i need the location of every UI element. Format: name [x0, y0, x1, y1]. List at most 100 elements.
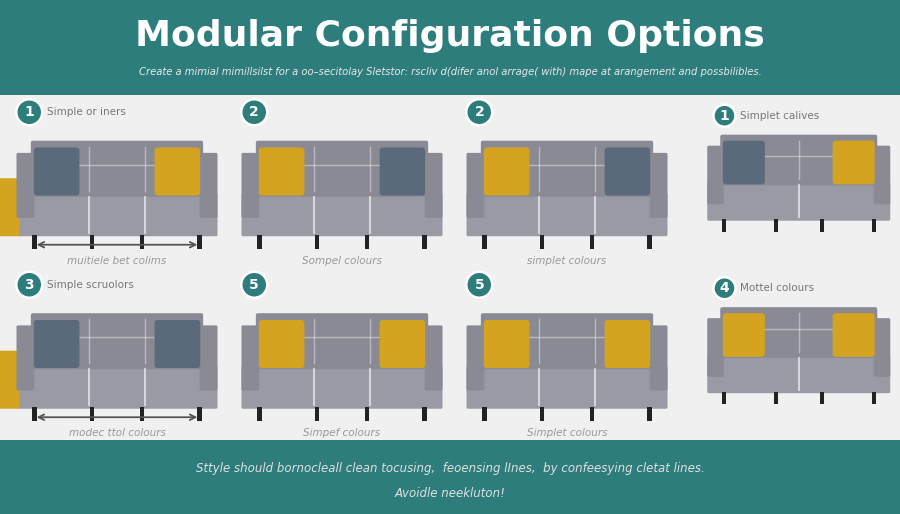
Circle shape — [241, 99, 267, 125]
Bar — [0, 0, 900, 95]
Text: 1: 1 — [720, 108, 729, 123]
Bar — [722, 219, 725, 232]
FancyBboxPatch shape — [200, 153, 218, 218]
Text: 4: 4 — [720, 281, 729, 295]
Bar — [197, 407, 202, 421]
FancyBboxPatch shape — [481, 313, 653, 369]
Bar — [140, 407, 144, 421]
Text: 2: 2 — [474, 105, 484, 119]
Circle shape — [714, 277, 735, 299]
Text: 5: 5 — [249, 278, 259, 292]
FancyBboxPatch shape — [0, 178, 20, 236]
FancyBboxPatch shape — [484, 148, 529, 195]
Bar — [32, 235, 37, 249]
FancyBboxPatch shape — [34, 320, 79, 368]
FancyBboxPatch shape — [707, 318, 724, 377]
FancyBboxPatch shape — [832, 313, 875, 357]
Text: Create a mimial mimillsilst for a oo–secitolay Sletstor: rscliv d(difer anol arr: Create a mimial mimillsilst for a oo–sec… — [139, 67, 761, 77]
FancyBboxPatch shape — [707, 182, 890, 221]
Bar — [872, 392, 876, 404]
Bar — [647, 235, 652, 249]
Bar — [422, 407, 427, 421]
Circle shape — [466, 272, 492, 298]
FancyBboxPatch shape — [874, 145, 890, 204]
Text: Simpef colours: Simpef colours — [303, 428, 381, 438]
Text: Sttyle should bornocleall clean tocusing,  feoensing lInes,  by confeesying clet: Sttyle should bornocleall clean tocusing… — [195, 462, 705, 474]
Text: Simplet calives: Simplet calives — [741, 111, 820, 121]
Bar — [482, 407, 487, 421]
Text: Simplet colours: Simplet colours — [526, 428, 608, 438]
FancyBboxPatch shape — [241, 365, 443, 409]
Text: 5: 5 — [474, 278, 484, 292]
Bar — [32, 407, 37, 421]
Bar — [647, 407, 652, 421]
Bar — [315, 235, 319, 249]
Bar — [774, 392, 778, 404]
Text: 1: 1 — [24, 105, 34, 119]
Bar — [365, 407, 369, 421]
FancyBboxPatch shape — [707, 145, 724, 204]
FancyBboxPatch shape — [874, 318, 890, 377]
Text: Modular Configuration Options: Modular Configuration Options — [135, 19, 765, 53]
FancyBboxPatch shape — [16, 365, 218, 409]
Circle shape — [241, 272, 267, 298]
FancyBboxPatch shape — [720, 135, 878, 186]
FancyBboxPatch shape — [380, 320, 425, 368]
Bar — [197, 235, 202, 249]
FancyBboxPatch shape — [16, 325, 34, 391]
Circle shape — [16, 99, 42, 125]
FancyBboxPatch shape — [241, 325, 259, 391]
Bar — [422, 235, 427, 249]
Bar — [590, 407, 594, 421]
FancyBboxPatch shape — [380, 148, 425, 195]
Bar — [722, 392, 725, 404]
FancyBboxPatch shape — [650, 153, 668, 218]
Bar — [0, 440, 900, 514]
FancyBboxPatch shape — [425, 325, 443, 391]
Bar — [872, 219, 876, 232]
Bar — [590, 235, 594, 249]
Bar — [257, 407, 262, 421]
FancyBboxPatch shape — [650, 325, 668, 391]
FancyBboxPatch shape — [484, 320, 529, 368]
FancyBboxPatch shape — [256, 313, 428, 369]
FancyBboxPatch shape — [466, 193, 668, 236]
Bar — [365, 235, 369, 249]
FancyBboxPatch shape — [200, 325, 218, 391]
Bar — [315, 407, 319, 421]
FancyBboxPatch shape — [832, 141, 875, 185]
FancyBboxPatch shape — [155, 148, 200, 195]
FancyBboxPatch shape — [256, 141, 428, 197]
FancyBboxPatch shape — [720, 307, 878, 358]
FancyBboxPatch shape — [481, 141, 653, 197]
Text: Sompel colours: Sompel colours — [302, 256, 382, 266]
Text: simplet colours: simplet colours — [527, 256, 607, 266]
FancyBboxPatch shape — [707, 354, 890, 393]
FancyBboxPatch shape — [466, 365, 668, 409]
FancyBboxPatch shape — [16, 153, 34, 218]
Circle shape — [714, 105, 735, 126]
Bar — [140, 235, 144, 249]
FancyBboxPatch shape — [31, 313, 203, 369]
Text: Mottel colours: Mottel colours — [741, 283, 814, 293]
Text: Avoidle neekluton!: Avoidle neekluton! — [394, 487, 506, 500]
Text: Simple scruolors: Simple scruolors — [47, 280, 134, 290]
Bar — [540, 407, 544, 421]
Bar — [820, 219, 824, 232]
FancyBboxPatch shape — [16, 193, 218, 236]
Text: Simple or iners: Simple or iners — [47, 107, 126, 117]
FancyBboxPatch shape — [259, 320, 304, 368]
Text: 2: 2 — [249, 105, 259, 119]
FancyBboxPatch shape — [155, 320, 200, 368]
FancyBboxPatch shape — [425, 153, 443, 218]
Text: 3: 3 — [24, 278, 34, 292]
Text: modec ttol colours: modec ttol colours — [68, 428, 166, 438]
Circle shape — [466, 99, 492, 125]
Bar — [540, 235, 544, 249]
Bar — [257, 235, 262, 249]
FancyBboxPatch shape — [466, 153, 484, 218]
FancyBboxPatch shape — [34, 148, 79, 195]
FancyBboxPatch shape — [241, 153, 259, 218]
FancyBboxPatch shape — [259, 148, 304, 195]
FancyBboxPatch shape — [605, 148, 650, 195]
